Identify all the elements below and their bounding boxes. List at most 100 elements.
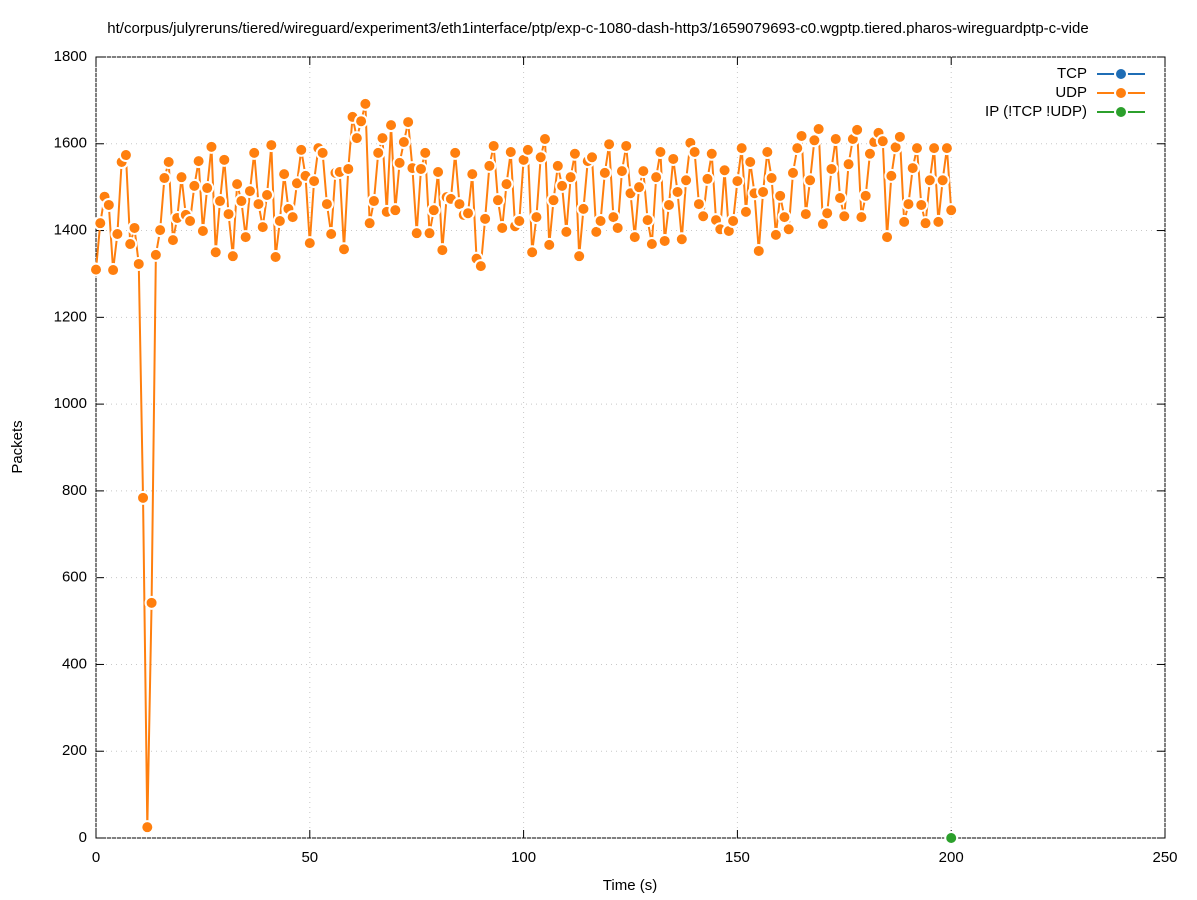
data-point — [546, 193, 561, 208]
data-point — [131, 256, 146, 271]
data-point — [366, 194, 381, 209]
data-point — [204, 139, 219, 154]
data-point — [358, 96, 373, 111]
data-point — [123, 237, 138, 252]
data-point — [743, 155, 758, 170]
data-point — [649, 170, 664, 185]
data-point — [717, 163, 732, 178]
data-point — [939, 141, 954, 156]
data-point — [674, 232, 689, 247]
data-point — [127, 220, 142, 235]
data-point — [691, 197, 706, 212]
legend-marker — [1114, 67, 1128, 81]
data-point — [824, 161, 839, 176]
data-point — [704, 146, 719, 161]
data-point — [820, 206, 835, 221]
data-point — [914, 197, 929, 212]
data-point — [922, 173, 937, 188]
data-point — [803, 173, 818, 188]
data-point — [165, 233, 180, 248]
data-point — [448, 145, 463, 160]
data-point — [773, 188, 788, 203]
data-point — [738, 204, 753, 219]
data-point — [354, 114, 369, 129]
data-point — [533, 150, 548, 165]
data-point — [499, 177, 514, 192]
y-tick-label: 400 — [62, 655, 87, 672]
data-point — [208, 245, 223, 260]
data-point — [431, 164, 446, 179]
data-point — [478, 211, 493, 226]
data-point — [828, 132, 843, 147]
data-point — [700, 171, 715, 186]
data-point — [931, 214, 946, 229]
y-tick-label: 1200 — [54, 308, 87, 325]
y-tick-label: 1000 — [54, 395, 87, 412]
data-point — [384, 118, 399, 133]
data-point — [935, 173, 950, 188]
data-point — [679, 173, 694, 188]
data-point — [461, 206, 476, 221]
data-point — [101, 197, 116, 212]
data-point — [841, 157, 856, 172]
data-point — [221, 207, 236, 222]
data-point — [289, 176, 304, 191]
data-point — [118, 148, 133, 163]
data-point — [362, 216, 377, 231]
data-point — [294, 142, 309, 157]
data-point — [512, 214, 527, 229]
x-tick-label: 150 — [725, 849, 750, 866]
data-point — [785, 165, 800, 180]
data-point — [696, 209, 711, 224]
data-point — [482, 158, 497, 173]
data-point — [892, 129, 907, 144]
y-axis-label: Packets — [9, 420, 26, 473]
data-point — [195, 223, 210, 238]
data-point — [371, 145, 386, 160]
data-point — [572, 249, 587, 264]
data-point — [136, 490, 151, 505]
data-point — [225, 249, 240, 264]
data-point — [730, 174, 745, 189]
data-point — [401, 115, 416, 130]
data-point — [324, 227, 339, 242]
y-tick-label: 600 — [62, 569, 87, 586]
data-point — [764, 171, 779, 186]
data-point — [542, 237, 557, 252]
data-point — [174, 170, 189, 185]
data-point — [153, 223, 168, 238]
data-point — [627, 230, 642, 245]
x-tick-label: 0 — [92, 849, 100, 866]
data-point — [392, 155, 407, 170]
data-point — [388, 203, 403, 218]
data-point — [768, 227, 783, 242]
data-point — [503, 145, 518, 160]
data-point — [435, 243, 450, 258]
x-axis-label: Time (s) — [603, 877, 657, 894]
data-point — [106, 263, 121, 278]
data-point — [666, 151, 681, 166]
data-point — [426, 203, 441, 218]
data-point — [247, 145, 262, 160]
data-point — [777, 210, 792, 225]
data-point — [619, 138, 634, 153]
data-point — [798, 207, 813, 222]
data-point — [614, 164, 629, 179]
data-point — [593, 214, 608, 229]
data-point — [555, 178, 570, 193]
data-point — [567, 146, 582, 161]
data-point — [157, 171, 172, 186]
data-point — [837, 209, 852, 224]
data-point — [597, 165, 612, 180]
data-point — [901, 197, 916, 212]
y-tick-label: 1600 — [54, 135, 87, 152]
data-point — [576, 201, 591, 216]
y-tick-label: 1400 — [54, 222, 87, 239]
legend-label: UDP — [1055, 84, 1087, 101]
legend-marker — [1114, 86, 1128, 100]
data-point — [251, 197, 266, 212]
data-point — [148, 247, 163, 262]
data-point — [144, 595, 159, 610]
data-point — [944, 203, 959, 218]
